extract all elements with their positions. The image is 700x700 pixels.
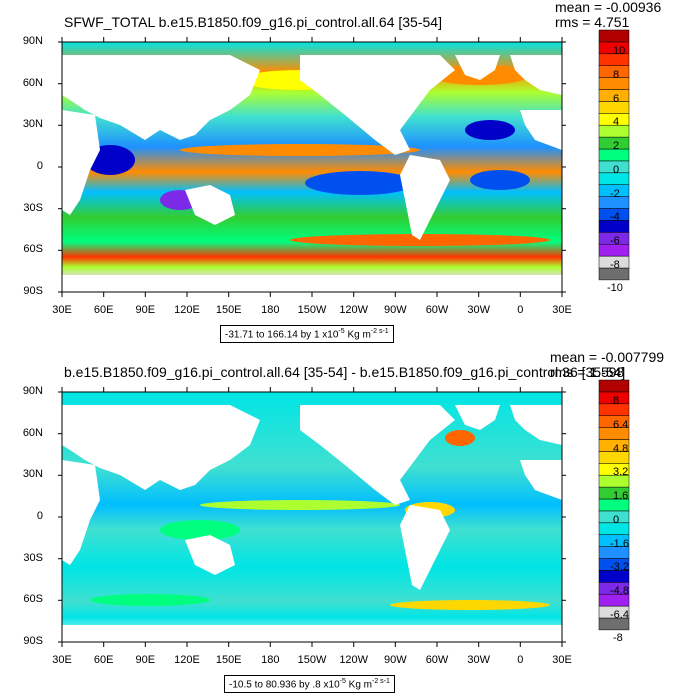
- lon-tick-label: 30E: [552, 304, 572, 316]
- lat-tick-label: 60S: [23, 243, 43, 255]
- colorbar-label: -8: [613, 632, 623, 644]
- lon-tick-label: 90W: [383, 304, 407, 316]
- range-text: -10.5 to 80.936 by .8 x10: [229, 679, 340, 691]
- lat-tick-label: 30N: [22, 468, 43, 480]
- colorbar-bottom: [598, 379, 630, 631]
- colorbar-label: 8: [613, 69, 620, 81]
- colorbar-label: -6: [610, 235, 620, 247]
- colorbar-label: 2: [613, 140, 620, 152]
- lon-tick-label: 30E: [52, 654, 72, 666]
- panel-title-bottom: b.e15.B1850.f09_g16.pi_control.all.64 [3…: [64, 364, 626, 380]
- colorbar-label: -1.6: [610, 538, 629, 550]
- lon-tick-label: 150W: [297, 304, 327, 316]
- colorbar-box: [598, 379, 630, 393]
- lat-tick-label: 30N: [22, 118, 43, 130]
- lon-tick-label: 0: [517, 304, 524, 316]
- colorbar-label: -4.8: [610, 585, 629, 597]
- lat-tick-label: 90N: [22, 385, 43, 397]
- lon-tick-label: 120W: [339, 304, 369, 316]
- range-unit: Kg m: [347, 329, 371, 341]
- map-frame-bottom: [58, 387, 566, 647]
- colorbar-label: 6.4: [613, 419, 629, 431]
- colorbar-label: -4: [610, 211, 620, 223]
- lon-tick-label: 90E: [135, 654, 156, 666]
- range-text: -31.71 to 166.14 by 1 x10: [225, 329, 339, 341]
- lon-tick-label: 60E: [93, 654, 114, 666]
- lon-tick-label: 30E: [552, 654, 572, 666]
- colorbar-label: -8: [610, 259, 620, 271]
- lat-tick-label: 0: [36, 510, 43, 522]
- colorbar-box: [598, 29, 630, 43]
- lon-tick-label: 90W: [383, 654, 407, 666]
- map-figure-bottom: [58, 379, 630, 647]
- lat-tick-label: 30S: [23, 202, 43, 214]
- contour-range-box-bottom: -10.5 to 80.936 by .8 x10-5 Kg m-2 s-1: [224, 675, 395, 694]
- map-panel-bottom: b.e15.B1850.f09_g16.pi_control.all.64 [3…: [0, 350, 700, 700]
- lon-tick-label: 120W: [339, 654, 369, 666]
- colorbar-label: 0: [613, 164, 620, 176]
- colorbar-label: 1.6: [613, 490, 629, 502]
- lon-tick-label: 120E: [174, 654, 200, 666]
- lon-tick-label: 30W: [467, 304, 490, 316]
- lon-tick-label: 150W: [297, 654, 327, 666]
- colorbar-label: 10: [613, 45, 626, 57]
- colorbar-label: 6: [613, 93, 620, 105]
- lon-tick-label: 90E: [135, 304, 156, 316]
- field-features-bottom: [90, 430, 550, 610]
- contour-range-box-top: -31.71 to 166.14 by 1 x10-5 Kg m-2 s-1: [220, 325, 394, 344]
- rms-stat-top: rms = 4.751: [555, 14, 630, 30]
- lat-tick-label: 90N: [22, 35, 43, 47]
- colorbar-top: [598, 29, 630, 281]
- lon-tick-label: 60W: [425, 304, 449, 316]
- colorbar-label: -2: [610, 188, 620, 200]
- colorbar-label: 4: [613, 116, 620, 128]
- colorbar-label: 3.2: [613, 466, 629, 478]
- lon-tick-label: 180: [261, 304, 280, 316]
- lon-tick-label: 120E: [174, 304, 200, 316]
- lat-tick-label: 60N: [22, 77, 43, 89]
- lon-tick-label: 30E: [52, 304, 72, 316]
- lon-tick-label: 150E: [215, 654, 242, 666]
- range-unit-exponent: -2 s-1: [372, 678, 390, 685]
- land-mask-top: [62, 55, 562, 292]
- lat-tick-label: 60N: [22, 427, 43, 439]
- colorbar-label: 0: [613, 514, 620, 526]
- colorbar-label: -6.4: [610, 609, 629, 621]
- range-unit: Kg m: [348, 679, 372, 691]
- panel-title-top: SFWF_TOTAL b.e15.B1850.f09_g16.pi_contro…: [64, 14, 442, 30]
- colorbar-label: -3.2: [610, 561, 629, 573]
- lat-tick-label: 30S: [23, 552, 43, 564]
- lat-tick-label: 0: [36, 160, 43, 172]
- land-mask-bottom: [62, 405, 562, 642]
- range-exponent: -5: [338, 328, 345, 335]
- range-exponent: -5: [339, 678, 346, 685]
- lat-tick-label: 90S: [23, 285, 43, 297]
- mean-stat-bottom: mean = -0.007799: [550, 349, 665, 365]
- lon-tick-label: 60E: [93, 304, 114, 316]
- rms-stat-bottom: rms = 1.598: [550, 364, 625, 380]
- map-frame-top: [58, 37, 566, 297]
- colorbar-label: 4.8: [613, 443, 629, 455]
- colorbar-label: -10: [607, 282, 623, 294]
- lat-tick-label: 60S: [23, 593, 43, 605]
- lon-tick-label: 30W: [467, 654, 490, 666]
- lat-tick-label: 90S: [23, 635, 43, 647]
- lon-tick-label: 60W: [425, 654, 449, 666]
- lon-tick-label: 150E: [215, 304, 242, 316]
- map-panel-top: SFWF_TOTAL b.e15.B1850.f09_g16.pi_contro…: [22, 0, 662, 344]
- lon-tick-label: 0: [517, 654, 524, 666]
- mean-stat-top: mean = -0.00936: [555, 0, 662, 15]
- lon-tick-label: 180: [261, 654, 280, 666]
- range-unit-exponent: -2 s-1: [370, 328, 389, 335]
- colorbar-label: 8: [613, 395, 620, 407]
- map-figure-top: [58, 29, 630, 297]
